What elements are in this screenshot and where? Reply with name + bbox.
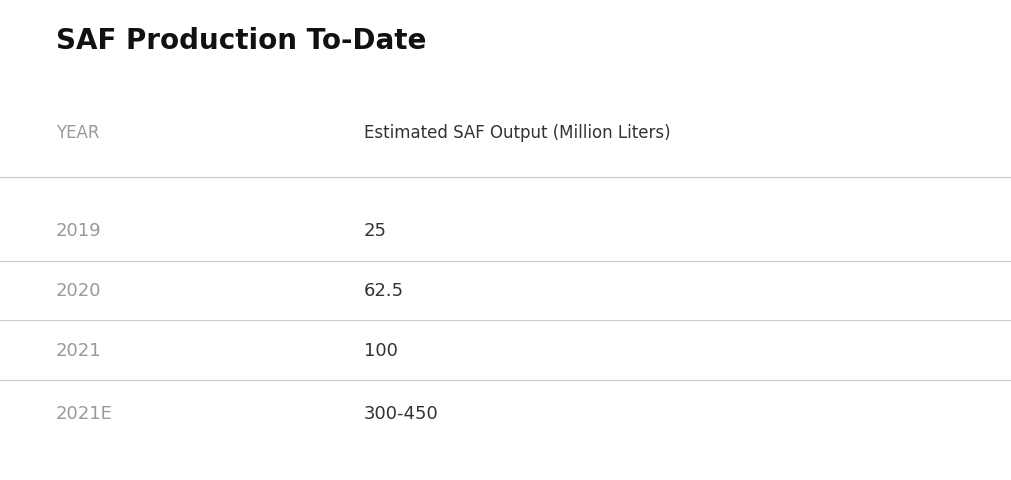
Text: 2021: 2021 [56,342,101,360]
Text: 2021E: 2021E [56,405,112,423]
Text: 300-450: 300-450 [364,405,439,423]
Text: 100: 100 [364,342,398,360]
Text: Estimated SAF Output (Million Liters): Estimated SAF Output (Million Liters) [364,123,670,142]
Text: 25: 25 [364,222,387,240]
Text: 2020: 2020 [56,282,101,300]
Text: 62.5: 62.5 [364,282,404,300]
Text: 2019: 2019 [56,222,101,240]
Text: YEAR: YEAR [56,123,99,142]
Text: SAF Production To-Date: SAF Production To-Date [56,27,426,55]
